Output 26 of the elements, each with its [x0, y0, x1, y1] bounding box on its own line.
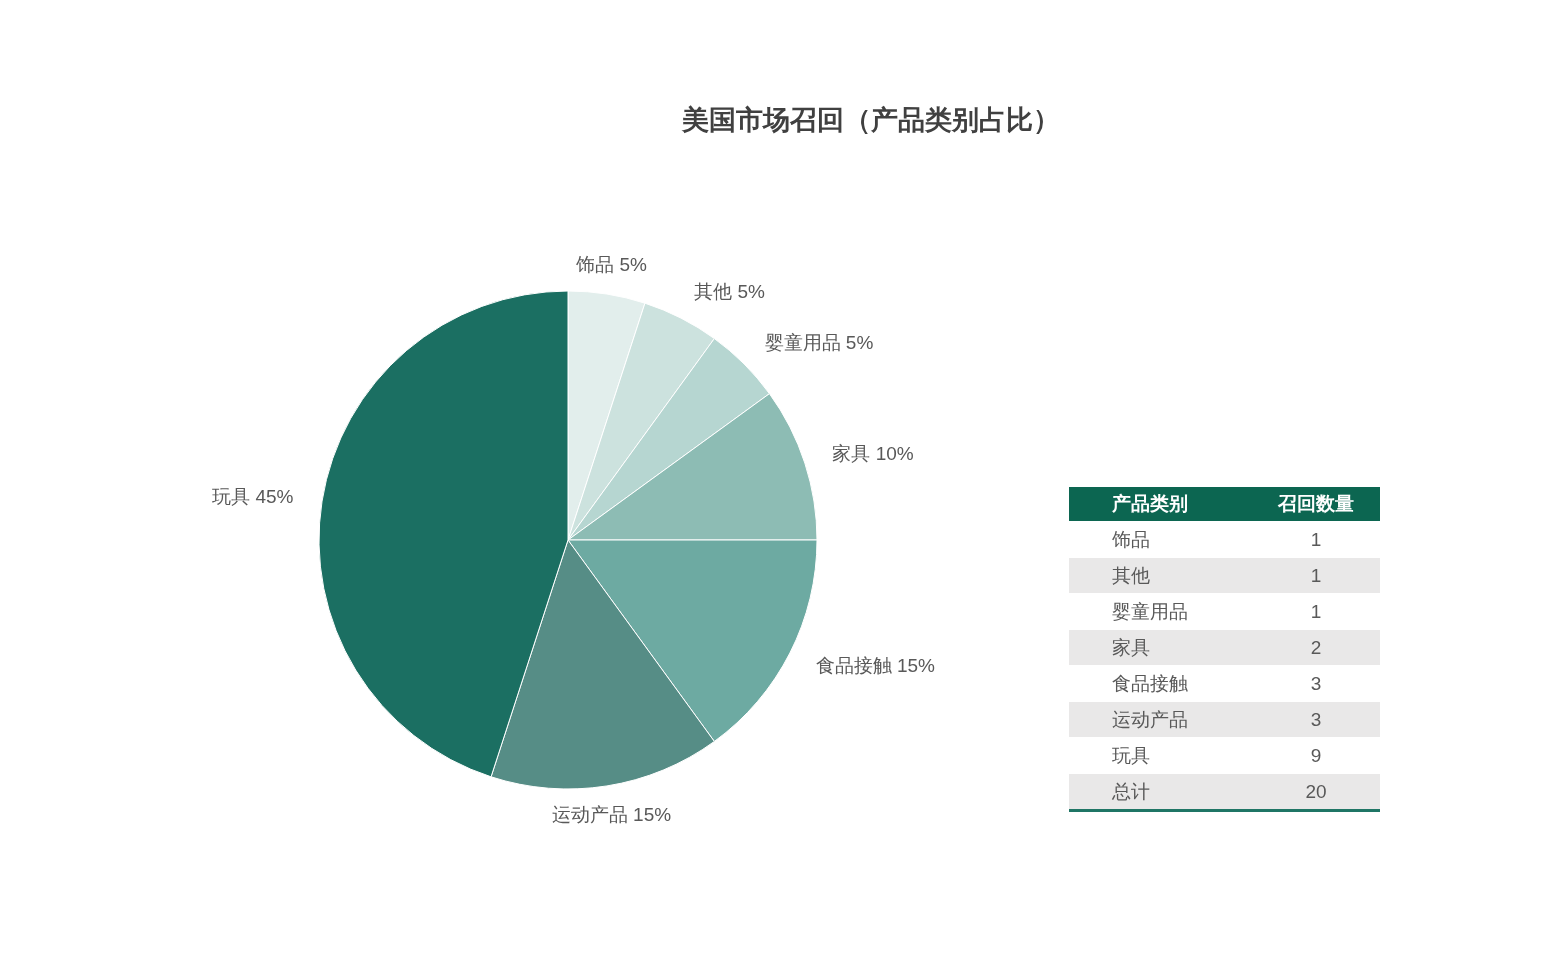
slice-label: 运动产品 15% — [551, 803, 672, 825]
slice-label: 饰品 5% — [575, 254, 647, 276]
category-label: 其他 — [1069, 557, 1252, 594]
chart-title: 美国市场召回（产品类别占比） — [681, 104, 1061, 137]
slice-label: 玩具 45% — [212, 485, 294, 507]
data-label: 9 — [1252, 737, 1380, 774]
text: 产品类别 — [1069, 487, 1252, 522]
data-label: 1 — [1252, 557, 1380, 594]
text: 20 — [1305, 780, 1327, 802]
text: 总计 — [1069, 773, 1252, 811]
category-label: 婴童用品 — [1069, 593, 1252, 630]
category-label: 家具 — [1069, 629, 1252, 666]
category-label: 饰品 — [1069, 521, 1252, 558]
slice-label: 家具 10% — [832, 443, 914, 465]
slice-label: 其他 5% — [694, 281, 766, 303]
category-label: 玩具 — [1069, 737, 1252, 774]
data-label: 1 — [1252, 521, 1380, 558]
category-label: 食品接触 — [1069, 665, 1252, 702]
slice-label: 食品接触 15% — [815, 655, 936, 677]
category-label: 运动产品 — [1069, 701, 1252, 738]
text: 召回数量 — [1252, 487, 1380, 522]
data-label: 3 — [1252, 665, 1380, 702]
data-label: 2 — [1252, 629, 1380, 666]
slice-label: 婴童用品 5% — [764, 332, 874, 354]
data-label: 3 — [1252, 701, 1380, 738]
data-label: 1 — [1252, 593, 1380, 630]
